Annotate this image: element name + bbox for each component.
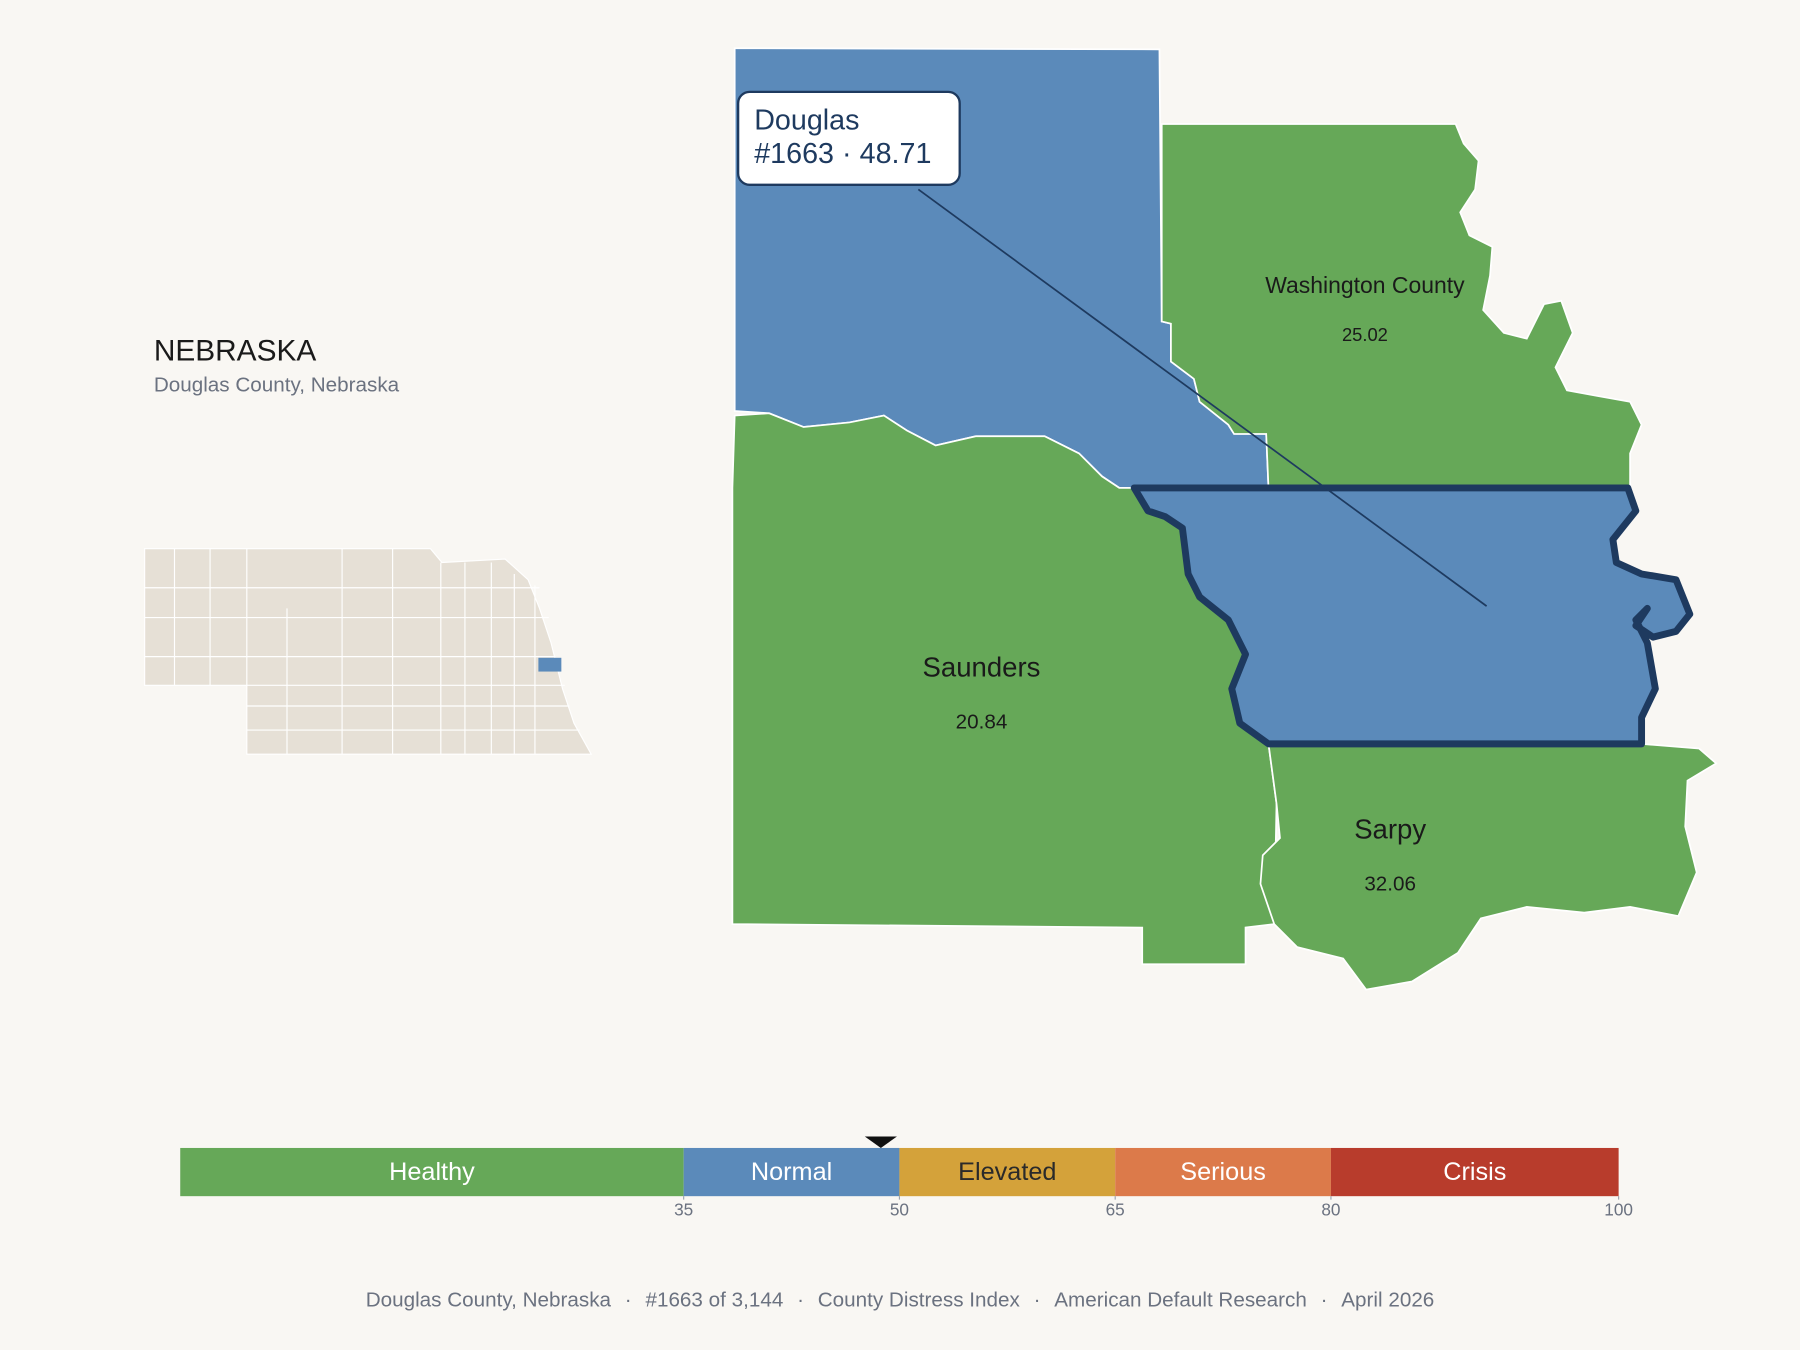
callout-leader <box>917 188 1488 607</box>
scale-band-label: Serious <box>1180 1158 1266 1186</box>
footer-item: Douglas County, Nebraska <box>366 1288 612 1311</box>
footer-item: American Default Research <box>1054 1288 1307 1311</box>
county-name: Sarpy <box>1354 813 1426 844</box>
county-value: 32.06 <box>1364 873 1416 896</box>
scale-tick-label: 35 <box>674 1200 693 1220</box>
inset-title: NEBRASKA <box>154 334 317 367</box>
selected-county <box>1130 484 1694 748</box>
scale-band-label: Crisis <box>1443 1158 1506 1186</box>
county-shape <box>1160 123 1643 489</box>
footer-separator: · <box>625 1288 632 1311</box>
county-lines <box>144 548 580 755</box>
scale-pointer <box>864 1136 897 1148</box>
scale-tick-label: 65 <box>1106 1200 1125 1220</box>
county-value: 25.02 <box>1342 324 1388 345</box>
inset-highlight <box>538 657 562 672</box>
callout-rank: #1663 <box>754 138 834 170</box>
scale-band <box>1115 1147 1331 1197</box>
callout-value: 48.71 <box>860 138 932 170</box>
county-shape <box>1259 743 1718 991</box>
county-name: Washington County <box>1265 272 1465 298</box>
county-value: 20.84 <box>956 711 1008 734</box>
scale-tick-label: 80 <box>1321 1200 1340 1220</box>
callout-name: Douglas <box>754 105 859 137</box>
scale-band <box>1330 1147 1619 1197</box>
scale: Healthy Normal Elevated Serious Crisis 35 50 65… <box>180 1136 1633 1220</box>
scale-band <box>180 1147 684 1197</box>
inset-subtitle: Douglas County, Nebraska <box>154 373 400 396</box>
map-shapes: Washington County 25.02 Saunders 20.84 Sarpy… <box>731 47 1718 991</box>
footer: Douglas County, Nebraska · #1663 of 3,144 ·… <box>366 1288 1435 1311</box>
footer-separator: · <box>1321 1288 1328 1311</box>
scale-band <box>683 1147 900 1197</box>
callout-detail: #1663 · 48.71 <box>754 138 931 170</box>
scale-band <box>899 1147 1116 1197</box>
footer-separator: · <box>797 1288 804 1311</box>
scale-band-label: Elevated <box>958 1158 1056 1186</box>
callout-separator: · <box>842 138 852 170</box>
callout-box <box>736 90 961 186</box>
county-name: Saunders <box>923 652 1041 683</box>
scale-tick-label: 100 <box>1604 1200 1633 1220</box>
scale-tick-label: 50 <box>890 1200 909 1220</box>
scale-band-label: Normal <box>751 1158 832 1186</box>
footer-item: April 2026 <box>1341 1288 1434 1311</box>
inset-map <box>144 548 593 755</box>
footer-item: #1663 of 3,144 <box>645 1288 783 1311</box>
footer-separator: · <box>1034 1288 1041 1311</box>
scale-band-label: Healthy <box>389 1158 475 1186</box>
footer-item: County Distress Index <box>818 1288 1021 1311</box>
